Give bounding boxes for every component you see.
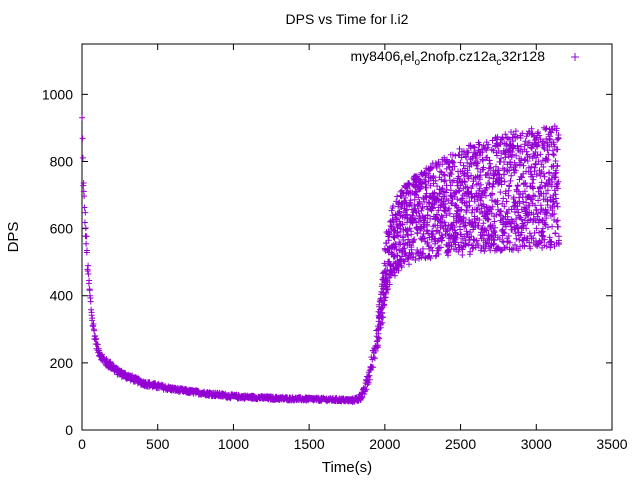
y-tick-label: 600 [50,221,74,237]
x-tick-label: 0 [78,436,86,452]
y-tick-label: 1000 [42,86,73,102]
x-tick-label: 2000 [369,436,400,452]
x-tick-label: 3000 [521,436,552,452]
x-tick-label: 2500 [445,436,476,452]
x-axis-title: Time(s) [322,459,372,476]
x-tick-label: 500 [146,436,170,452]
y-tick-label: 200 [50,355,74,371]
legend-label: my8406relo2nofp.cz12ac32r128 [350,48,545,68]
x-tick-label: 1000 [218,436,249,452]
legend: my8406relo2nofp.cz12ac32r128 [350,48,579,68]
legend-marker [571,53,579,61]
plot-frame [81,43,613,431]
x-axis-ticks: 0 500 1000 1500 2000 2500 3000 3500 [78,44,628,452]
y-tick-label: 800 [50,153,74,169]
x-tick-label: 3500 [596,436,627,452]
chart-title: DPS vs Time for l.i2 [286,11,409,27]
series-markers [79,114,562,405]
y-tick-label: 400 [50,288,74,304]
y-axis-title: DPS [5,222,22,253]
x-tick-label: 1500 [294,436,325,452]
y-tick-label: 0 [65,422,73,438]
data-points [79,114,562,405]
